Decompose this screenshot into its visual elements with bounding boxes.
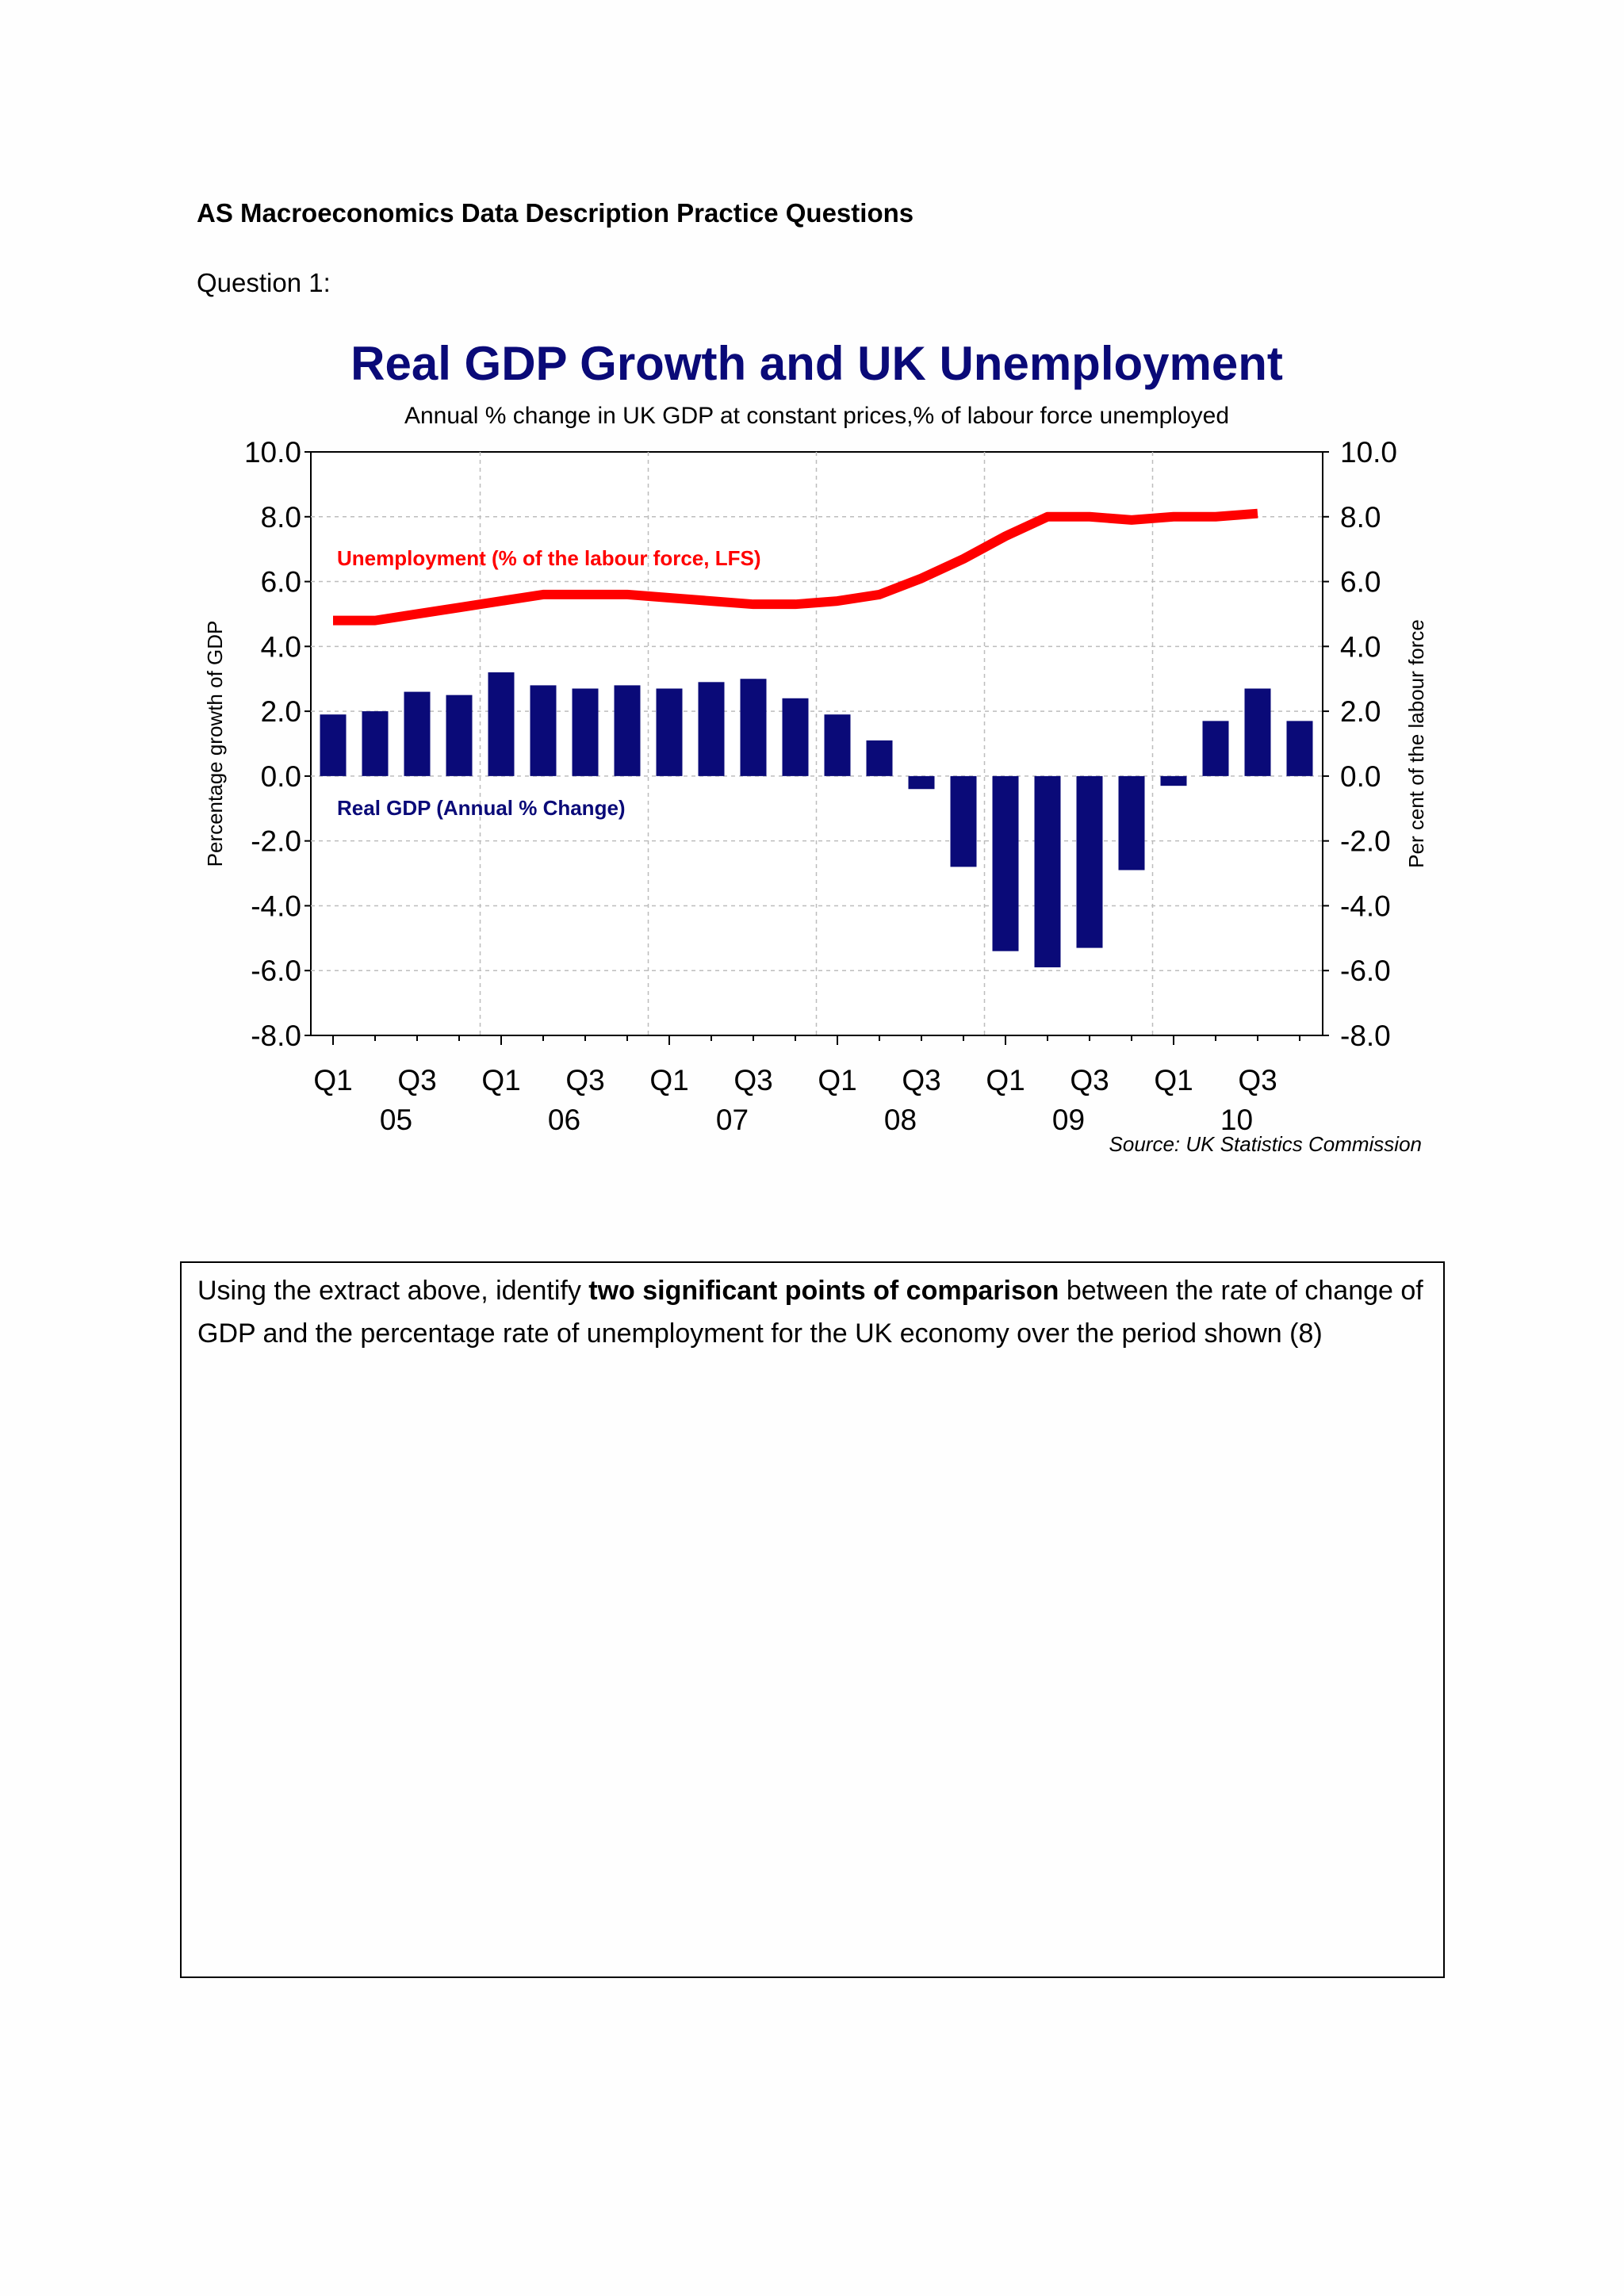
right-tick-label: -2.0 xyxy=(1340,825,1391,858)
gdp-bar xyxy=(698,682,725,776)
gdp-bar xyxy=(1076,775,1103,948)
right-tick-label: -4.0 xyxy=(1340,890,1391,922)
x-year-label: 09 xyxy=(1052,1104,1085,1136)
right-tick-label: 4.0 xyxy=(1340,630,1381,663)
left-tick-label: 0.0 xyxy=(261,760,301,793)
right-tick-label: -6.0 xyxy=(1340,955,1391,987)
left-tick-label: -8.0 xyxy=(251,1020,301,1052)
question-prompt: Using the extract above, identify two si… xyxy=(197,1269,1434,1355)
gdp-bar xyxy=(320,714,347,776)
gdp-bar xyxy=(614,685,641,776)
gdp-bar xyxy=(572,688,599,776)
right-tick-label: 8.0 xyxy=(1340,501,1381,534)
left-tick-label: 10.0 xyxy=(244,436,301,469)
right-axis-ticks: 10.0 8.0 6.0 4.0 2.0 0.0 -2.0 -4.0 -6.0 -8.0 xyxy=(1323,436,1397,1052)
left-tick-label: 2.0 xyxy=(261,695,301,728)
right-tick-label: 0.0 xyxy=(1340,760,1381,793)
unemployment-line xyxy=(333,508,1258,626)
x-year-label: 07 xyxy=(716,1104,749,1136)
gdp-bar xyxy=(740,679,767,776)
gdp-bar xyxy=(656,688,683,776)
answer-box[interactable]: Using the extract above, identify two si… xyxy=(180,1261,1445,1978)
left-tick-label: -6.0 xyxy=(251,955,301,987)
chart-subtitle: Annual % change in UK GDP at constant pr… xyxy=(404,403,1229,429)
x-quarter-label: Q1 xyxy=(313,1064,352,1096)
right-tick-label: -8.0 xyxy=(1340,1020,1391,1052)
question-label: Question 1: xyxy=(197,268,331,297)
x-quarter-label: Q1 xyxy=(986,1064,1025,1096)
gdp-bar xyxy=(1286,721,1313,776)
x-quarter-label: Q1 xyxy=(481,1064,520,1096)
gdp-bar xyxy=(824,714,851,776)
gdp-unemployment-chart: Real GDP Growth and UK Unemployment Annu… xyxy=(203,337,1428,1156)
x-quarter-label: Q1 xyxy=(818,1064,856,1096)
gridlines xyxy=(311,452,1323,1035)
right-tick-label: 6.0 xyxy=(1340,566,1381,599)
gdp-bar xyxy=(782,698,809,776)
prompt-text-start: Using the extract above, identify xyxy=(197,1276,589,1306)
left-axis-ticks: 10.0 8.0 6.0 4.0 2.0 0.0 -2.0 -4.0 -6.0 -8.0 xyxy=(244,436,311,1052)
chart-title: Real GDP Growth and UK Unemployment xyxy=(350,337,1283,390)
gdp-bar xyxy=(404,691,431,776)
gdp-bar xyxy=(1202,721,1229,776)
x-quarter-label: Q3 xyxy=(565,1064,604,1096)
gdp-bar xyxy=(866,740,893,776)
gdp-bar xyxy=(908,775,935,790)
x-quarter-label: Q3 xyxy=(1238,1064,1277,1096)
left-tick-label: -4.0 xyxy=(251,890,301,922)
gdp-bar xyxy=(1244,688,1271,776)
right-tick-label: 2.0 xyxy=(1340,695,1381,728)
x-quarter-label: Q3 xyxy=(1070,1064,1109,1096)
gdp-bars xyxy=(320,672,1313,968)
x-axis-ticks: Q1 Q3 Q1 Q3 Q1 Q3 Q1 Q3 Q1 Q3 Q1 Q3 05 06 07 08 09 10 xyxy=(313,1035,1300,1136)
gdp-bar xyxy=(488,672,515,776)
left-tick-label: 6.0 xyxy=(261,566,301,599)
gdp-bar xyxy=(1034,775,1061,968)
x-quarter-label: Q1 xyxy=(649,1064,688,1096)
unemployment-series-label: Unemployment (% of the labour force, LFS… xyxy=(337,546,760,570)
x-quarter-label: Q1 xyxy=(1154,1064,1193,1096)
right-tick-label: 10.0 xyxy=(1340,436,1397,469)
gdp-bar xyxy=(446,695,473,776)
unemployment-line-path xyxy=(333,508,1258,626)
x-quarter-label: Q3 xyxy=(397,1064,436,1096)
gdp-series-label: Real GDP (Annual % Change) xyxy=(337,796,626,820)
chart-source: Source: UK Statistics Commission xyxy=(1109,1132,1422,1156)
left-tick-label: 8.0 xyxy=(261,501,301,534)
x-year-label: 06 xyxy=(548,1104,580,1136)
x-year-label: 10 xyxy=(1220,1104,1253,1136)
right-axis-label: Per cent of the labour force xyxy=(1404,619,1428,868)
x-quarter-label: Q3 xyxy=(733,1064,772,1096)
gdp-bar xyxy=(362,711,389,776)
gdp-bar xyxy=(1160,775,1187,786)
x-quarter-label: Q3 xyxy=(902,1064,940,1096)
document-heading: AS Macroeconomics Data Description Pract… xyxy=(197,198,914,228)
left-tick-label: -2.0 xyxy=(251,825,301,858)
x-year-label: 05 xyxy=(380,1104,412,1136)
gdp-bar xyxy=(530,685,557,776)
gdp-bar xyxy=(992,775,1019,951)
gdp-bar xyxy=(1118,775,1145,871)
prompt-text-bold: two significant points of comparison xyxy=(588,1276,1059,1306)
prompt-text-end: between the rate of change of GDP and th… xyxy=(197,1276,1423,1349)
x-year-label: 08 xyxy=(884,1104,917,1136)
gdp-bar xyxy=(950,775,977,867)
left-axis-label: Percentage growth of GDP xyxy=(203,621,227,867)
left-tick-label: 4.0 xyxy=(261,630,301,663)
